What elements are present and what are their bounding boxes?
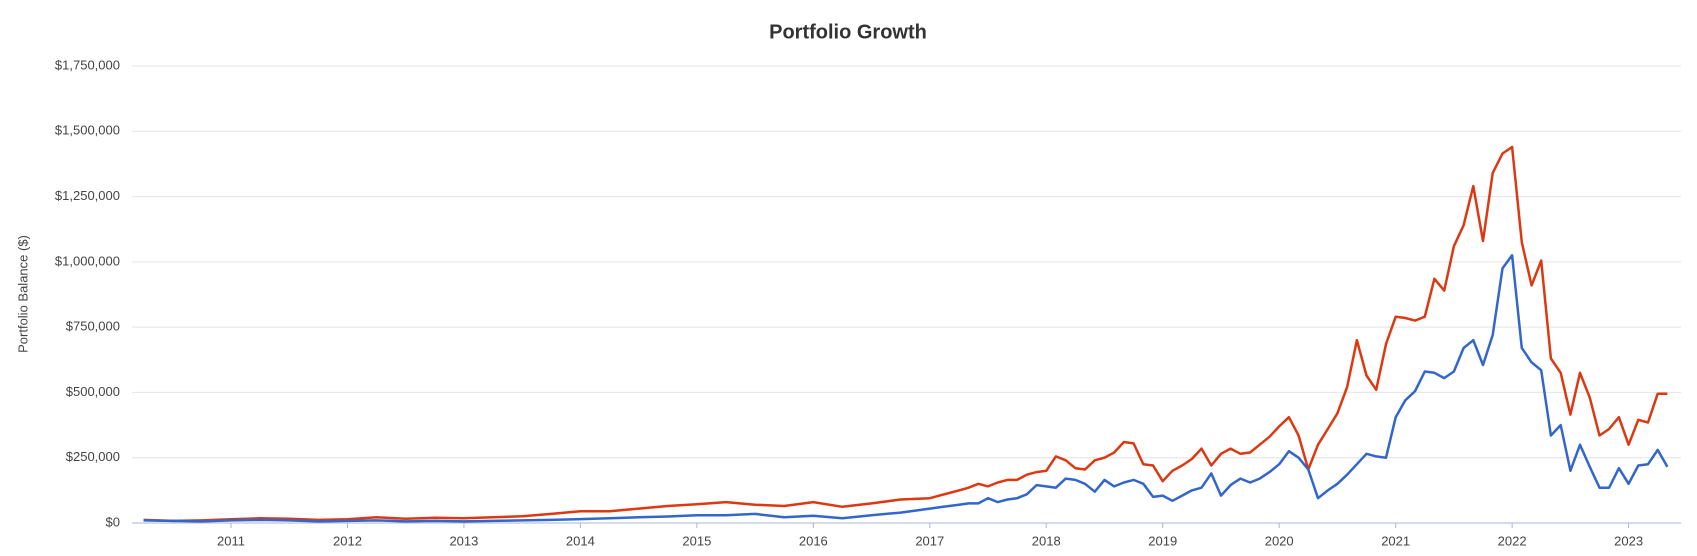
series-line xyxy=(143,145,1668,523)
x-tick-label: 2015 xyxy=(682,533,711,548)
chart-title: Portfolio Growth xyxy=(769,21,927,43)
x-tick-label: 2013 xyxy=(449,533,478,548)
x-tick-label: 2019 xyxy=(1148,533,1177,548)
y-tick-label: $750,000 xyxy=(66,319,120,334)
y-tick-label: $1,250,000 xyxy=(55,188,120,203)
x-tick-label: 2017 xyxy=(915,533,944,548)
x-tick-label: 2014 xyxy=(566,533,595,548)
y-tick-label: $1,000,000 xyxy=(55,253,120,268)
y-tick-label: $0 xyxy=(106,514,120,529)
x-tick-label: 2011 xyxy=(217,533,245,548)
y-tick-label: $1,750,000 xyxy=(55,57,120,72)
y-axis-label: Portfolio Balance ($) xyxy=(15,235,30,353)
x-tick-label: 2021 xyxy=(1381,533,1410,548)
x-tick-label: 2020 xyxy=(1265,533,1294,548)
x-tick-label: 2012 xyxy=(333,533,362,548)
y-tick-label: $500,000 xyxy=(66,384,120,399)
series-line xyxy=(143,254,1669,523)
x-tick-label: 2018 xyxy=(1032,533,1061,548)
x-tick-label: 2023 xyxy=(1614,533,1643,548)
x-tick-label: 2022 xyxy=(1498,533,1527,548)
y-tick-label: $1,500,000 xyxy=(55,123,120,138)
y-tick-label: $250,000 xyxy=(66,449,120,464)
x-tick-label: 2016 xyxy=(799,533,828,548)
